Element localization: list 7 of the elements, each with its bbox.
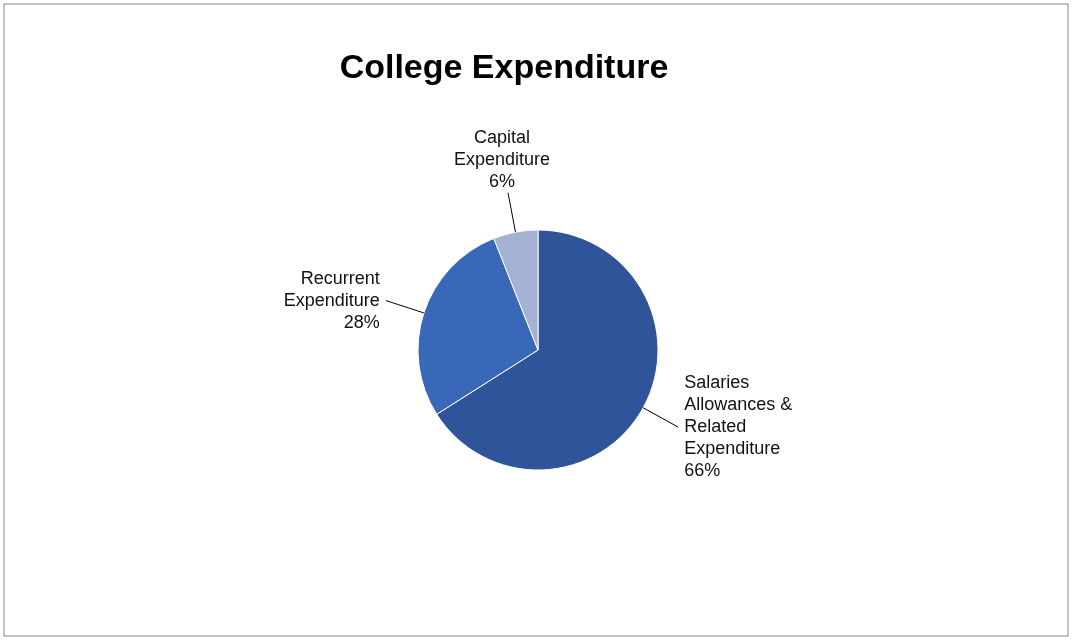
data-label: 66% — [684, 460, 721, 481]
data-label: 28% — [343, 311, 380, 332]
data-label: 6% — [489, 170, 516, 191]
slice-label: Recurrent Expenditure — [283, 267, 380, 310]
slice-label: Capital Expenditure — [453, 126, 551, 169]
slice-label: Salaries Allowances & Related Expenditure — [684, 372, 793, 459]
chart-title: College Expenditure — [339, 47, 669, 85]
